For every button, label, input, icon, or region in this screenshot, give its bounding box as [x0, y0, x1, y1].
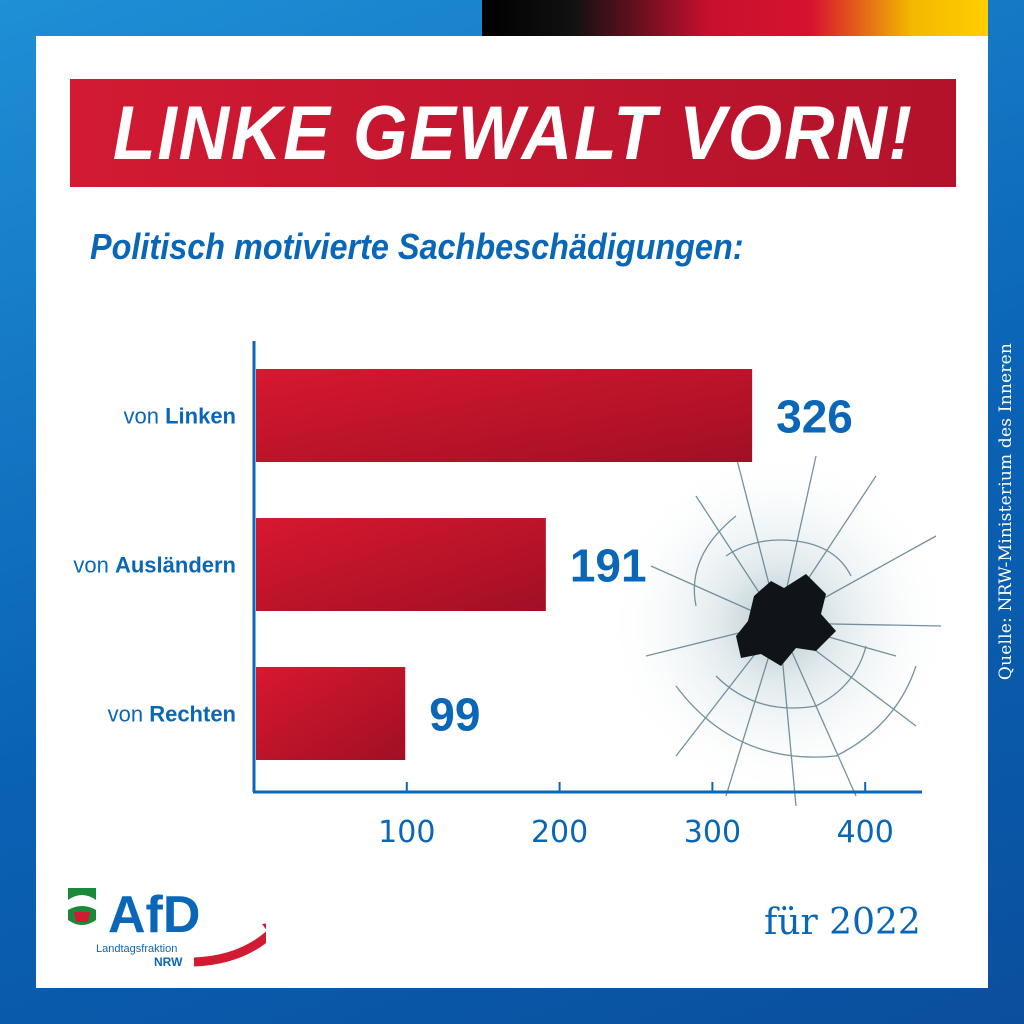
- value-label: 326: [776, 391, 853, 443]
- x-tick-label: 200: [531, 815, 588, 850]
- flag-stripe: [482, 0, 988, 36]
- year-label: für 2022: [764, 902, 921, 943]
- bar-ausländern: [256, 518, 546, 611]
- x-tick-label: 300: [684, 815, 741, 850]
- category-label: von Rechten: [108, 702, 236, 727]
- logo-text: AfD: [108, 886, 200, 944]
- infographic-card: LINKE GEWALT VORN! Politisch motivierte …: [36, 36, 988, 988]
- bar-chart: von Linken von Ausländern von Rechten 326 1…: [73, 341, 954, 850]
- value-label: 99: [429, 689, 480, 741]
- afd-logo: AfD Landtagsfraktion NRW: [68, 886, 266, 969]
- nrw-coat-of-arms-icon: [68, 888, 96, 925]
- page-title: LINKE GEWALT VORN!: [112, 90, 914, 176]
- source-text: Quelle: NRW-Ministerium des Inneren: [996, 343, 1016, 681]
- x-tick-label: 100: [378, 815, 435, 850]
- x-tick-label: 400: [837, 815, 894, 850]
- bar-linken: [256, 369, 753, 462]
- chart-subtitle: Politisch motivierte Sachbeschädigungen:: [90, 226, 744, 267]
- category-label: von Ausländern: [73, 553, 236, 578]
- category-label: von Linken: [124, 404, 237, 429]
- source-note: Quelle: NRW-Ministerium des Inneren: [988, 36, 1024, 988]
- logo-arrow-icon: [193, 931, 266, 967]
- logo-subtext-1: Landtagsfraktion: [96, 943, 177, 955]
- bar-rechten: [256, 667, 406, 760]
- value-label: 191: [570, 540, 647, 592]
- broken-glass-icon: [604, 448, 954, 807]
- headline-banner: LINKE GEWALT VORN!: [70, 79, 956, 187]
- logo-subtext-2: NRW: [154, 955, 183, 969]
